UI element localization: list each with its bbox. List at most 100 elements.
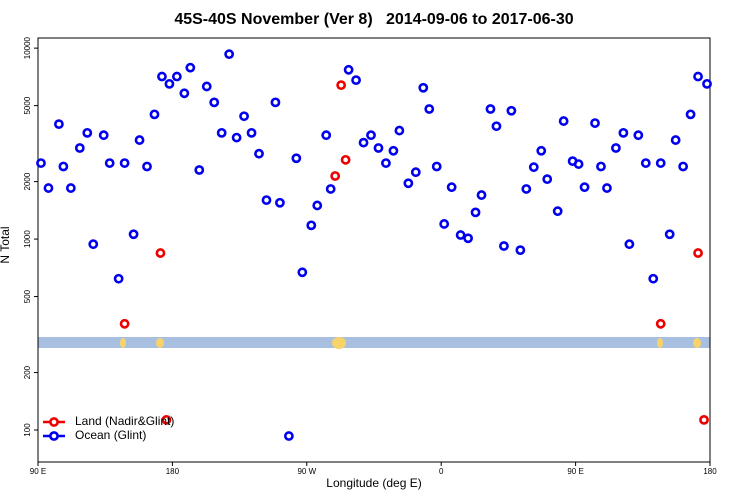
data-point <box>521 184 532 194</box>
data-point <box>82 127 93 138</box>
data-point <box>209 97 220 108</box>
data-point <box>98 130 109 141</box>
y-tick-label: 1000 <box>23 230 32 248</box>
y-tick-label: 2000 <box>23 172 32 190</box>
data-point <box>491 121 502 132</box>
data-point <box>424 104 435 114</box>
data-point <box>261 195 272 206</box>
data-point <box>65 183 76 193</box>
x-tick-label: 180 <box>166 467 180 476</box>
legend-marker <box>49 431 59 441</box>
data-point <box>155 248 166 258</box>
data-point <box>179 88 190 99</box>
data-point <box>171 71 182 82</box>
data-point <box>596 161 606 172</box>
data-point <box>330 171 341 181</box>
data-point <box>351 75 361 86</box>
data-point <box>194 165 205 175</box>
data-point <box>239 111 249 122</box>
data-point <box>640 158 651 168</box>
data-point <box>403 178 414 189</box>
legend-label: Ocean (Glint) <box>75 428 146 442</box>
data-point <box>216 127 227 138</box>
data-point <box>134 135 145 145</box>
data-point <box>306 220 317 231</box>
data-point <box>499 241 509 251</box>
x-tick-label: 90 W <box>297 467 316 476</box>
data-point <box>275 197 285 208</box>
data-point <box>43 183 54 193</box>
data-point <box>579 182 590 193</box>
data-point <box>358 137 369 148</box>
data-point <box>128 229 139 240</box>
data-point <box>633 130 644 141</box>
data-point <box>664 229 675 240</box>
data-point <box>439 219 450 229</box>
data-point <box>343 64 354 75</box>
data-point <box>157 71 167 82</box>
data-point <box>670 135 681 145</box>
data-point <box>119 318 130 329</box>
data-point <box>602 183 612 193</box>
data-point <box>685 109 696 120</box>
data-point <box>366 130 376 141</box>
y-tick-label: 5000 <box>23 96 32 114</box>
strip-land <box>156 338 164 348</box>
data-point <box>611 143 621 153</box>
surface-strip <box>38 337 710 349</box>
data-point <box>528 162 539 173</box>
data-point <box>325 184 336 194</box>
data-point <box>455 230 466 240</box>
data-point <box>340 154 351 165</box>
data-point <box>542 174 553 185</box>
data-point <box>702 78 712 89</box>
data-point <box>515 245 526 256</box>
plot-frame <box>37 37 711 463</box>
data-point <box>506 105 517 116</box>
chart-title: 45S-40S November (Ver 8) 2014-09-06 to 2… <box>174 11 573 28</box>
data-point <box>36 158 46 168</box>
y-tick-label: 10000 <box>23 36 32 59</box>
data-point <box>246 127 257 138</box>
data-point <box>693 71 703 82</box>
data-point <box>336 80 347 91</box>
data-point <box>74 143 85 153</box>
data-point <box>321 130 332 141</box>
data-point <box>58 161 69 172</box>
data-point <box>104 158 115 168</box>
data-point <box>446 182 457 193</box>
data-point <box>394 125 405 136</box>
data-point <box>185 62 196 73</box>
data-point <box>463 233 473 244</box>
data-point <box>618 127 629 138</box>
y-tick-label: 100 <box>23 423 32 437</box>
data-point <box>254 148 264 159</box>
data-point <box>201 81 212 92</box>
data-point <box>388 145 399 156</box>
strip-land <box>332 337 346 349</box>
data-point <box>678 161 689 172</box>
data-point <box>552 206 563 217</box>
data-point <box>164 78 175 89</box>
data-point <box>283 431 294 441</box>
data-point <box>558 116 569 126</box>
x-tick-label: 0 <box>439 467 444 476</box>
data-point <box>113 273 124 284</box>
data-point <box>270 97 281 108</box>
strip-land <box>120 338 126 348</box>
y-axis-label: N Total <box>0 226 12 263</box>
data-point <box>699 414 709 425</box>
data-point <box>476 190 487 200</box>
data-point <box>470 207 481 218</box>
data-point <box>410 167 421 178</box>
data-point <box>291 153 302 164</box>
legend-label: Land (Nadir&Glint) <box>75 414 174 428</box>
data-point <box>573 159 584 169</box>
y-tick-label: 200 <box>23 365 32 379</box>
data-point <box>312 200 323 211</box>
x-axis-label: Longitude (deg E) <box>326 476 421 490</box>
data-point <box>297 267 308 278</box>
strip-land <box>657 338 663 348</box>
data-point <box>231 132 242 143</box>
